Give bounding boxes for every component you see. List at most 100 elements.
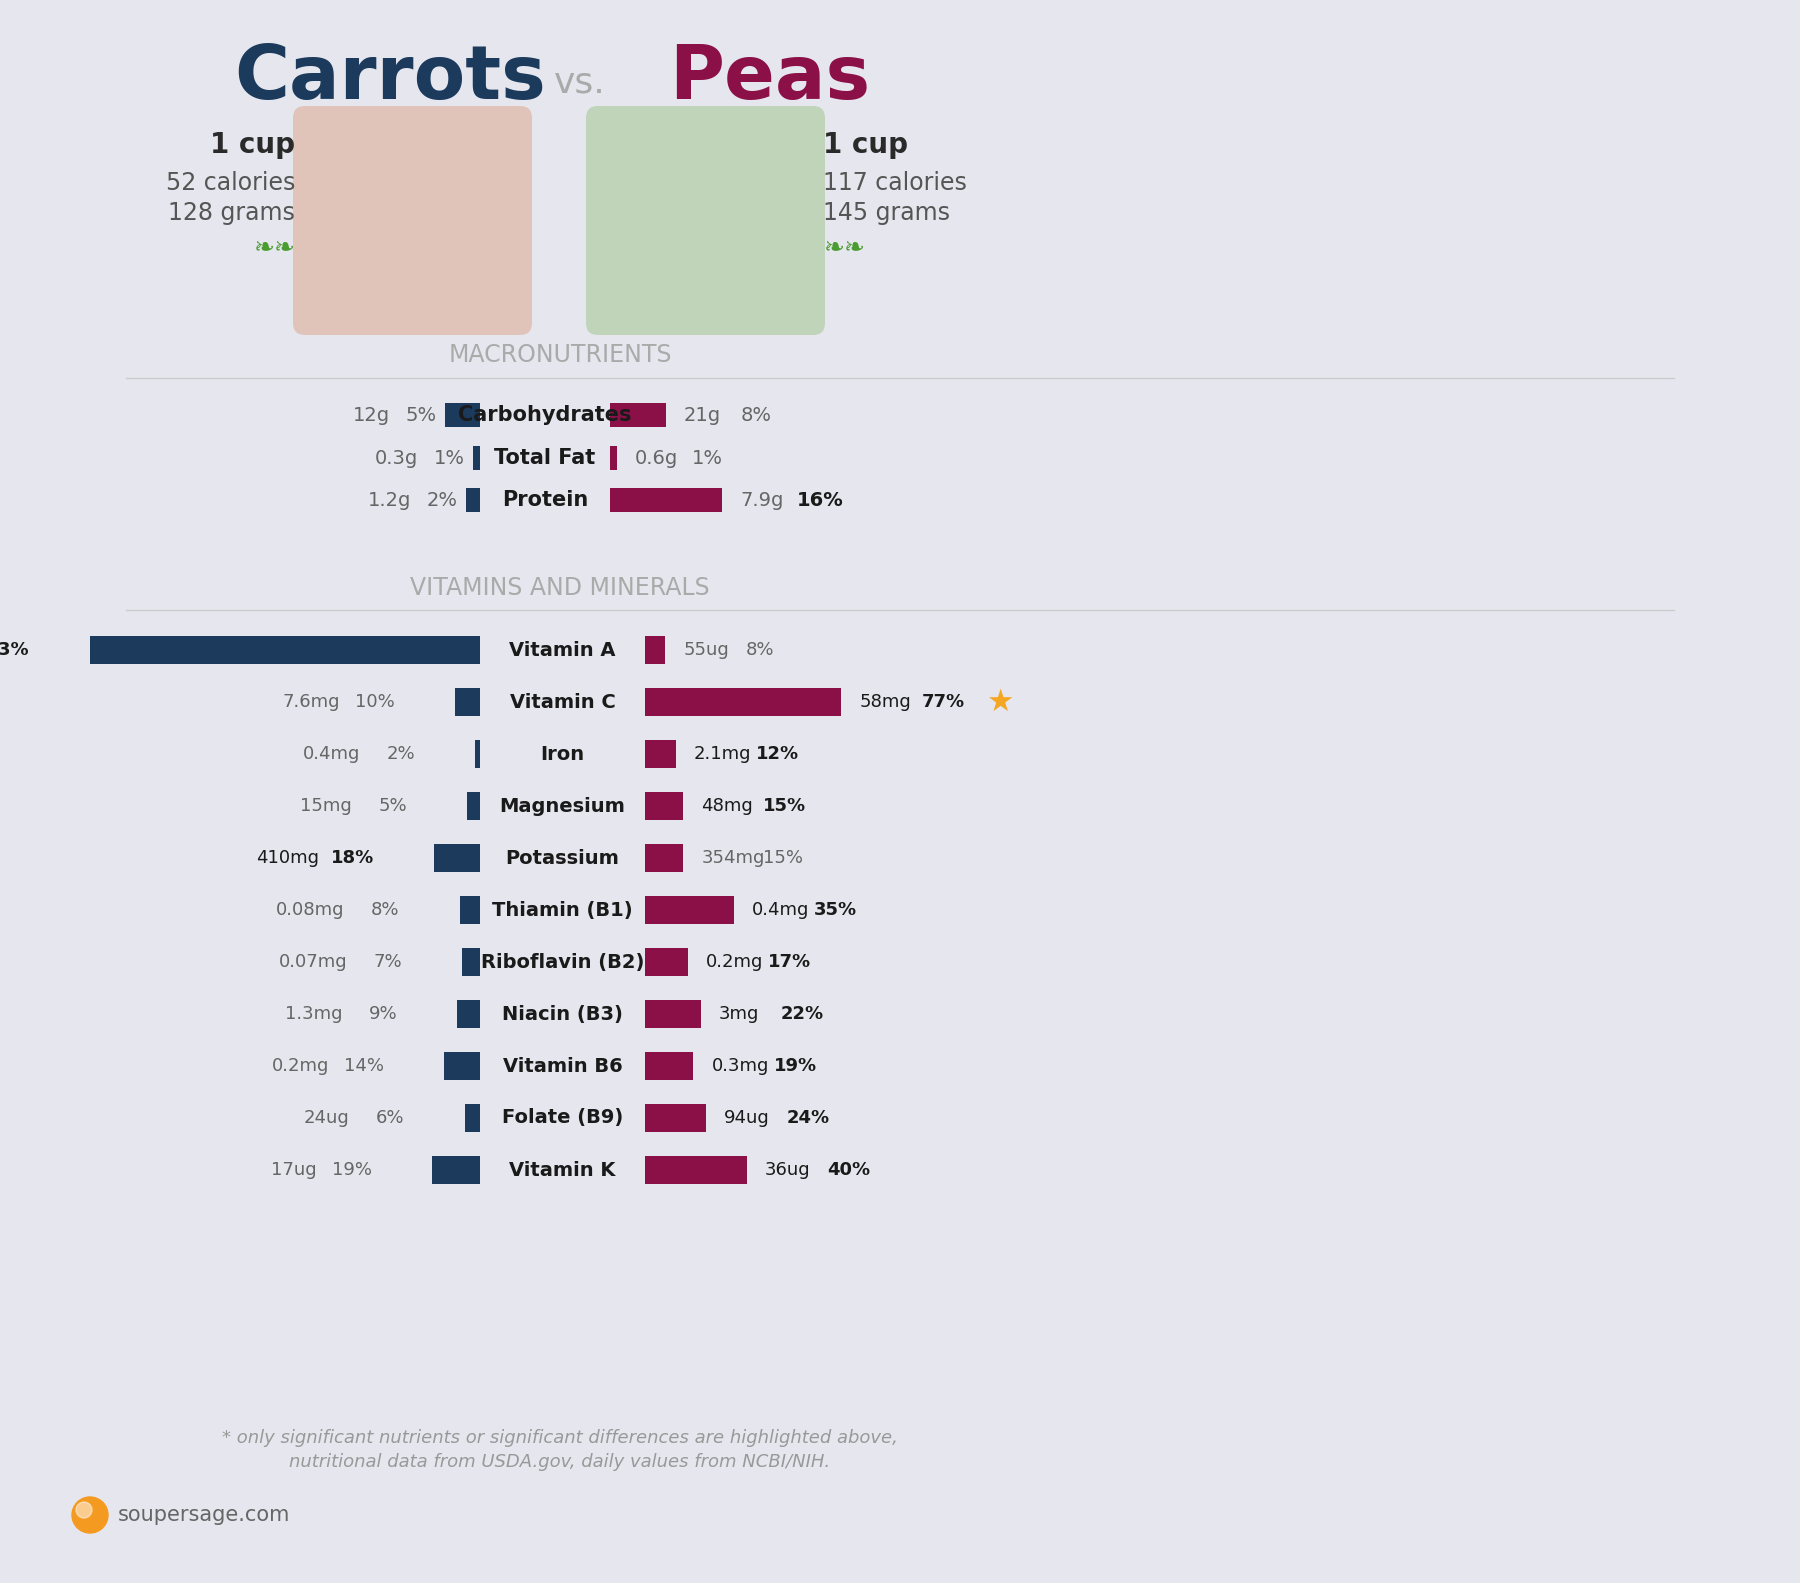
Text: 58mg: 58mg <box>859 693 911 711</box>
Text: 21g: 21g <box>684 405 722 424</box>
Text: 1.3mg: 1.3mg <box>284 1005 342 1023</box>
Bar <box>466 488 481 511</box>
Text: 153%: 153% <box>0 641 31 659</box>
Bar <box>468 792 481 820</box>
Text: 3mg: 3mg <box>720 1005 760 1023</box>
Text: 1 cup: 1 cup <box>211 131 295 158</box>
Text: 1%: 1% <box>434 448 464 467</box>
Text: Total Fat: Total Fat <box>495 448 596 469</box>
Text: 0.07mg: 0.07mg <box>279 953 347 970</box>
Text: 15%: 15% <box>763 848 803 867</box>
Text: Niacin (B3): Niacin (B3) <box>502 1005 623 1024</box>
Text: 14%: 14% <box>344 1057 385 1075</box>
FancyBboxPatch shape <box>293 106 533 336</box>
Bar <box>644 1053 693 1080</box>
Text: Vitamin C: Vitamin C <box>509 692 616 711</box>
Text: 6%: 6% <box>376 1110 405 1127</box>
Text: MACRONUTRIENTS: MACRONUTRIENTS <box>448 344 671 367</box>
Bar <box>644 636 666 663</box>
Text: 12g: 12g <box>353 405 391 424</box>
Bar <box>445 1053 481 1080</box>
Text: 5%: 5% <box>405 405 437 424</box>
Text: 8%: 8% <box>371 901 400 920</box>
Bar <box>644 896 734 924</box>
Text: 17%: 17% <box>769 953 812 970</box>
Text: 19%: 19% <box>774 1057 817 1075</box>
Text: Thiamin (B1): Thiamin (B1) <box>491 901 634 920</box>
Text: Protein: Protein <box>502 491 589 510</box>
Text: 24ug: 24ug <box>304 1110 349 1127</box>
Text: 0.3mg: 0.3mg <box>711 1057 769 1075</box>
Text: 0.3g: 0.3g <box>374 448 418 467</box>
Text: 17ug: 17ug <box>272 1160 317 1179</box>
Text: 0.2mg: 0.2mg <box>706 953 763 970</box>
Text: 8%: 8% <box>742 405 772 424</box>
Text: 2%: 2% <box>427 491 457 510</box>
Text: 22%: 22% <box>781 1005 824 1023</box>
Text: Carbohydrates: Carbohydrates <box>459 405 632 424</box>
Text: 7%: 7% <box>374 953 401 970</box>
Text: 0.4mg: 0.4mg <box>302 746 360 763</box>
Text: soupersage.com: soupersage.com <box>119 1505 290 1524</box>
Text: Iron: Iron <box>540 744 585 763</box>
Text: 40%: 40% <box>826 1160 869 1179</box>
Text: Potassium: Potassium <box>506 848 619 867</box>
Text: 15%: 15% <box>763 796 806 815</box>
Bar <box>644 739 675 768</box>
Bar <box>644 1156 747 1184</box>
Text: VITAMINS AND MINERALS: VITAMINS AND MINERALS <box>410 576 709 600</box>
Text: 1.2g: 1.2g <box>367 491 410 510</box>
Text: 1 cup: 1 cup <box>823 131 907 158</box>
Text: 145 grams: 145 grams <box>823 201 950 225</box>
Text: 0.08mg: 0.08mg <box>275 901 344 920</box>
Bar <box>644 1103 706 1132</box>
Bar <box>644 792 684 820</box>
Text: 5%: 5% <box>378 796 407 815</box>
Bar <box>464 1103 481 1132</box>
Text: 354mg: 354mg <box>702 848 765 867</box>
Text: 16%: 16% <box>797 491 844 510</box>
Text: 410mg: 410mg <box>256 848 319 867</box>
Text: * only significant nutrients or significant differences are highlighted above,: * only significant nutrients or signific… <box>221 1429 898 1447</box>
Bar <box>610 446 617 470</box>
Text: 48mg: 48mg <box>702 796 752 815</box>
Bar <box>457 1000 481 1027</box>
Text: 12%: 12% <box>756 746 799 763</box>
Text: 18%: 18% <box>331 848 374 867</box>
Bar <box>454 689 481 716</box>
Text: Folate (B9): Folate (B9) <box>502 1108 623 1127</box>
Text: 128 grams: 128 grams <box>167 201 295 225</box>
Text: 0.2mg: 0.2mg <box>272 1057 329 1075</box>
Text: 9%: 9% <box>369 1005 398 1023</box>
Text: 94ug: 94ug <box>724 1110 770 1127</box>
Bar <box>432 1156 481 1184</box>
Bar <box>610 404 666 427</box>
Text: 35%: 35% <box>814 901 857 920</box>
Text: 10%: 10% <box>355 693 394 711</box>
Text: 7.9g: 7.9g <box>740 491 783 510</box>
Bar <box>473 446 481 470</box>
Text: ❧❧: ❧❧ <box>823 236 866 260</box>
Text: Magnesium: Magnesium <box>500 796 625 815</box>
Bar <box>644 844 684 872</box>
Circle shape <box>72 1498 108 1532</box>
Bar <box>463 948 481 977</box>
Text: 77%: 77% <box>922 693 965 711</box>
Bar <box>644 1000 702 1027</box>
Bar <box>90 636 481 663</box>
Bar <box>644 689 841 716</box>
Text: ★: ★ <box>986 687 1013 717</box>
Bar <box>610 488 722 511</box>
Text: 8%: 8% <box>745 641 774 659</box>
Text: Vitamin B6: Vitamin B6 <box>502 1056 623 1075</box>
Text: 55ug: 55ug <box>684 641 729 659</box>
Text: Carrots: Carrots <box>234 41 545 114</box>
Text: 1%: 1% <box>691 448 724 467</box>
Text: Vitamin K: Vitamin K <box>509 1160 616 1179</box>
Bar <box>434 844 481 872</box>
Circle shape <box>76 1502 92 1518</box>
Bar <box>644 948 688 977</box>
Text: 24%: 24% <box>787 1110 830 1127</box>
Text: 19%: 19% <box>331 1160 371 1179</box>
Text: 7.6mg: 7.6mg <box>283 693 340 711</box>
